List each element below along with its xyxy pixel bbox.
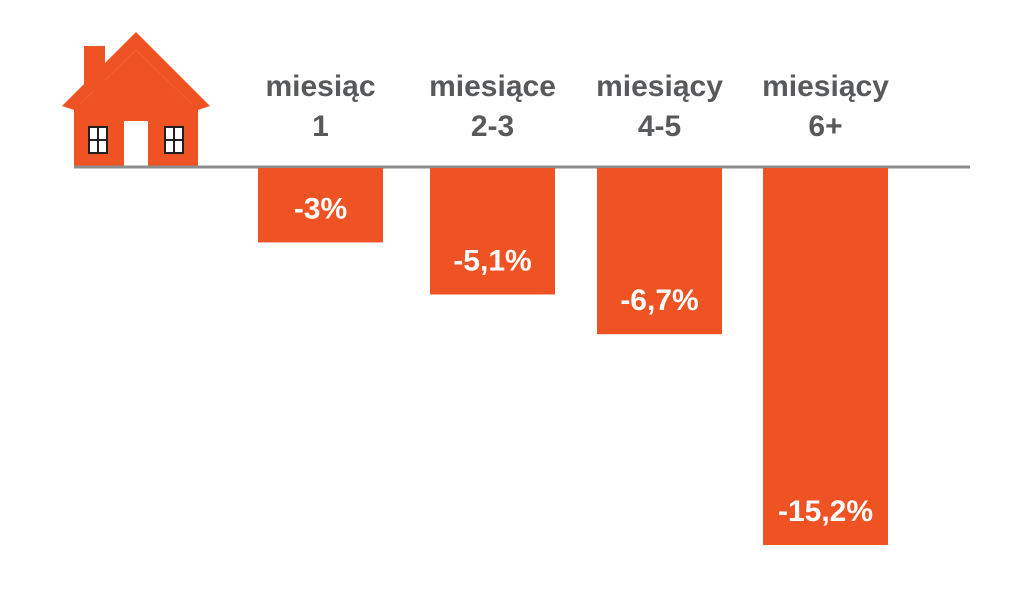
category-label-3-line-2: 4-5 bbox=[638, 110, 681, 143]
bar-4 bbox=[763, 168, 888, 545]
category-label-2-line-1: miesiące bbox=[429, 70, 556, 103]
data-label-3: -6,7% bbox=[620, 284, 698, 317]
category-label-4-line-2: 6+ bbox=[808, 110, 842, 143]
category-label-3-line-1: miesiący bbox=[596, 70, 723, 103]
data-label-4: -15,2% bbox=[778, 495, 873, 528]
category-label-1-line-2: 1 bbox=[312, 110, 329, 143]
bar-1 bbox=[258, 168, 383, 243]
category-label-2-line-2: 2-3 bbox=[471, 110, 514, 143]
data-label-1: -3% bbox=[294, 192, 347, 225]
bar-2 bbox=[430, 168, 555, 295]
category-label-1-line-1: miesiąc bbox=[265, 70, 375, 103]
bar-3 bbox=[597, 168, 722, 335]
house-icon bbox=[62, 32, 210, 166]
data-label-2: -5,1% bbox=[453, 244, 531, 277]
category-label-4-line-1: miesiący bbox=[762, 70, 889, 103]
